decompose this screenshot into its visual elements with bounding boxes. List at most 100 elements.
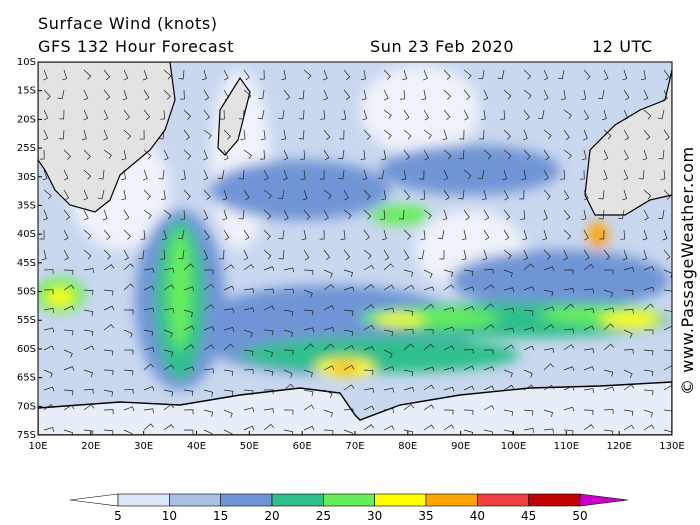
wind-barb: [618, 209, 625, 220]
wind-barb: [419, 169, 425, 180]
colorbar-tick-label: 15: [213, 509, 228, 523]
wind-barb: [443, 269, 454, 277]
wind-barb: [323, 209, 329, 221]
wind-barb: [643, 349, 654, 356]
colorbar-tick-label: 30: [367, 509, 382, 523]
lat-label: 15S: [17, 86, 36, 97]
wind-barb: [402, 69, 408, 81]
wind-barb: [223, 129, 231, 140]
wind-barb: [403, 129, 412, 140]
wind-barb: [278, 229, 285, 240]
credit: © www.PassageWeather.com: [678, 146, 697, 395]
wind-barb: [63, 305, 75, 311]
lat-label: 45S: [17, 258, 36, 269]
lat-label: 50S: [17, 287, 36, 298]
wind-barb: [163, 89, 171, 100]
wind-barb: [283, 209, 289, 221]
wind-barb: [281, 129, 287, 141]
wind-barb: [243, 307, 255, 313]
wind-barb: [523, 109, 530, 121]
wind-barb: [63, 329, 74, 336]
wind-barb: [663, 269, 672, 278]
wind-barb: [323, 305, 335, 311]
wind-barb: [223, 229, 230, 241]
wind-barb: [597, 89, 605, 100]
wind-barb: [363, 387, 375, 393]
wind-barb: [163, 149, 169, 161]
wind-barb: [638, 169, 645, 180]
colorbar-tick-label: 10: [162, 509, 177, 523]
wind-barb: [543, 89, 549, 101]
wind-barb: [503, 269, 513, 278]
wind-barb: [483, 229, 490, 241]
wind-barb: [283, 267, 295, 273]
wind-barb: [102, 209, 108, 221]
wind-barb: [360, 69, 366, 80]
wind-barb: [103, 249, 111, 260]
wind-barb: [503, 229, 510, 241]
wind-barb: [563, 366, 575, 372]
wind-barb: [203, 429, 213, 435]
wind-barb: [643, 89, 649, 101]
wind-barb: [43, 109, 49, 121]
wind-barb: [377, 169, 385, 180]
wind-barb: [223, 308, 234, 314]
wind-barb: [163, 389, 174, 397]
wind-barb: [183, 309, 194, 317]
wind-barb: [423, 129, 432, 140]
wind-barb: [480, 109, 486, 120]
wind-barb: [603, 429, 614, 435]
wind-barb: [658, 209, 665, 220]
date: Sun 23 Feb 2020: [370, 37, 514, 56]
wind-barb: [223, 89, 230, 101]
wind-barb: [442, 129, 448, 141]
wind-barb: [520, 209, 526, 220]
antarctica: [38, 381, 672, 435]
wind-barb: [363, 369, 374, 376]
wind-barb: [458, 189, 465, 200]
wind-barb: [403, 229, 412, 240]
wind-barb: [521, 169, 527, 181]
wind-barb: [59, 109, 65, 120]
wind-barb: [623, 289, 634, 296]
wind-barb: [143, 329, 154, 337]
wind-barb: [142, 69, 148, 81]
wind-barb: [642, 149, 648, 161]
wind-barb: [623, 369, 633, 378]
colorbar-segment: [374, 493, 427, 507]
wind-barb: [443, 284, 455, 291]
wind-barb: [300, 149, 306, 160]
wind-barb: [463, 209, 470, 221]
wind-barb: [283, 309, 294, 317]
wind-barb: [163, 307, 175, 313]
wind-barb: [519, 189, 525, 200]
wind-barb: [223, 69, 229, 81]
wind-barb: [523, 427, 535, 433]
wind-barb: [161, 229, 167, 241]
wind-barb: [63, 429, 74, 435]
lat-label: 25S: [17, 143, 36, 154]
wind-barb: [41, 249, 47, 261]
wind-barb: [603, 129, 612, 140]
wind-barb: [423, 303, 435, 311]
wind-barb: [123, 263, 134, 271]
wind-barb: [360, 149, 366, 160]
wind-barb: [83, 229, 92, 240]
wind-barb: [43, 427, 55, 432]
wind-barb: [83, 309, 94, 317]
wind-barb: [263, 423, 275, 431]
wind-barb: [63, 389, 74, 396]
wind-barb: [303, 69, 312, 80]
wind-barb: [343, 286, 355, 292]
wind-barb: [323, 269, 333, 278]
wind-barb: [463, 365, 475, 371]
lon-label: 110E: [554, 441, 579, 452]
wind-barb: [243, 425, 255, 431]
wind-barb: [163, 69, 172, 80]
wind-barb: [217, 169, 225, 180]
wind-barb: [443, 89, 451, 100]
wind-barb: [143, 189, 151, 200]
wind-barb: [103, 289, 114, 296]
wind-barb: [203, 229, 210, 241]
wind-barb: [523, 369, 533, 378]
